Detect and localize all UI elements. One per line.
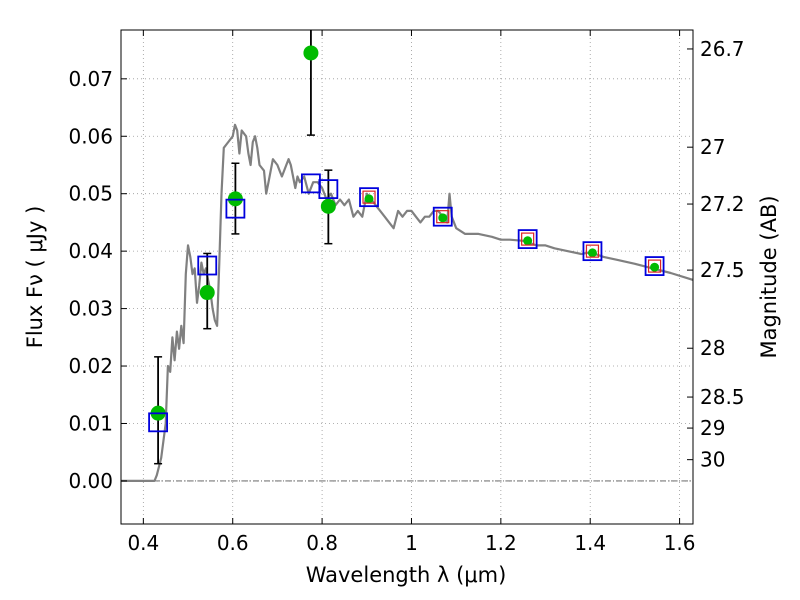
model-photometry-point-2 xyxy=(225,198,246,219)
y2-tick-label: 28 xyxy=(700,336,725,360)
model-photometry-point-1 xyxy=(197,255,218,276)
model-photometry-point-4 xyxy=(318,179,339,200)
x-tick-label: 1.4 xyxy=(574,531,606,555)
model-spectrum-line xyxy=(121,123,693,482)
model-photometry-inner-9 xyxy=(647,259,662,273)
x-tick-label: 1 xyxy=(405,531,418,555)
y-tick-label: 0.02 xyxy=(68,354,113,378)
grid-lines xyxy=(121,30,693,524)
observed-point-1 xyxy=(199,285,215,301)
model-photometry-point-8 xyxy=(582,241,603,262)
y2-axis-label: Magnitude (AB) xyxy=(757,195,781,358)
model-photometry-point-5 xyxy=(359,187,379,208)
y-tick-label: 0.07 xyxy=(68,67,113,91)
y2-tick-label: 26.7 xyxy=(700,37,745,61)
x-tick-label: 1.2 xyxy=(485,531,517,555)
y-tick-label: 0.00 xyxy=(68,469,113,493)
y-tick-label: 0.05 xyxy=(68,182,113,206)
y2-tick-label: 27.2 xyxy=(700,192,745,216)
y2-tick-label: 27.5 xyxy=(700,258,745,282)
y2-tick-label: 28.5 xyxy=(700,385,745,409)
y-tick-label: 0.03 xyxy=(68,297,113,321)
x-axis-label: Wavelength λ (μm) xyxy=(306,563,507,587)
y2-tick-label: 30 xyxy=(700,448,725,472)
observed-point-7 xyxy=(523,236,533,246)
model-photometry-inner-6 xyxy=(436,210,450,224)
y-tick-label: 0.01 xyxy=(68,411,113,435)
model-photometry-point-0 xyxy=(148,412,168,433)
y-axis-label: Flux Fν ( μJy ) xyxy=(23,206,47,349)
model-photometry-inner-5 xyxy=(362,190,376,204)
plot-area xyxy=(121,30,693,482)
observed-point-9 xyxy=(650,262,660,272)
x-tick-label: 0.6 xyxy=(217,531,249,555)
model-photometry-inner-7 xyxy=(521,232,535,246)
observed-point-3 xyxy=(303,45,319,61)
y2-tick-label: 29 xyxy=(700,416,725,440)
axis-ticks: 0.4 0.6 0.8 1 1.2 1.4 1.6 0.00 0.01 0.02 0.03 0.04 0… xyxy=(68,30,745,555)
observed-point-5 xyxy=(364,194,374,204)
x-tick-label: 0.4 xyxy=(127,531,159,555)
y-tick-label: 0.06 xyxy=(68,124,113,148)
y-tick-label: 0.04 xyxy=(68,239,113,263)
x-tick-label: 0.8 xyxy=(306,531,338,555)
x-tick-label: 1.6 xyxy=(664,531,696,555)
observed-point-8 xyxy=(587,248,597,258)
observed-point-6 xyxy=(438,213,448,223)
axes-frame xyxy=(120,29,694,525)
model-photometry-point-7 xyxy=(517,229,538,249)
y2-tick-label: 27 xyxy=(700,135,725,159)
model-photometry-point-9 xyxy=(644,256,665,276)
model-photometry-point-6 xyxy=(432,206,453,227)
observed-point-4 xyxy=(320,198,336,214)
model-photometry-inner-8 xyxy=(585,244,600,258)
